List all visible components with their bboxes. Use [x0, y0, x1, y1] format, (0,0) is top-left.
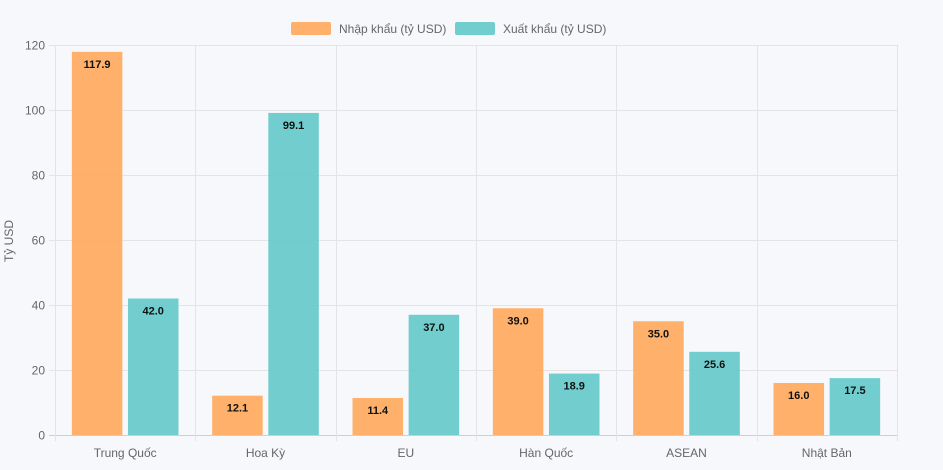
bar-import-eu[interactable] — [352, 397, 404, 435]
bar-export-hoa-ky[interactable] — [268, 112, 319, 436]
y-tick-label: 100 — [25, 104, 45, 118]
y-tick-label: 0 — [38, 429, 45, 443]
legend-swatch-imports[interactable] — [291, 22, 331, 35]
y-tick-label: 20 — [32, 364, 46, 378]
data-label-export-eu: 37.0 — [423, 322, 444, 334]
bar-export-eu[interactable] — [408, 314, 460, 435]
legend-label-imports[interactable]: Nhập khẩu (tỷ USD) — [339, 22, 446, 36]
x-tick-label-nhat-ban: Nhật Bản — [802, 446, 852, 460]
bar-export-nhat-ban[interactable] — [829, 378, 881, 435]
data-label-export-asean: 25.6 — [704, 359, 725, 371]
y-tick-label: 40 — [32, 299, 46, 313]
x-axis-ticks: Trung Quốc Hoa Kỳ EU Hàn Quốc ASEAN Nhật Bản — [94, 446, 852, 460]
y-tick-label: 60 — [32, 234, 46, 248]
legend-swatch-exports[interactable] — [455, 22, 495, 35]
bar-import-hoa-ky[interactable] — [212, 395, 263, 435]
data-label-export-hoa-ky: 99.1 — [283, 120, 304, 132]
data-label-import-eu: 11.4 — [367, 405, 389, 417]
bar-export-asean[interactable] — [689, 351, 740, 435]
y-axis-ticks: 0 20 40 60 80 100 120 — [25, 39, 45, 443]
chart-legend: Nhập khẩu (tỷ USD) Xuất khẩu (tỷ USD) — [291, 22, 606, 36]
data-label-export-trung-quoc: 42.0 — [143, 306, 164, 318]
x-tick-label-hoa-ky: Hoa Kỳ — [246, 446, 285, 460]
y-axis-title: Tỷ USD — [2, 220, 16, 262]
bar-import-han-quoc[interactable] — [492, 308, 544, 435]
data-label-import-hoa-ky: 12.1 — [227, 403, 248, 415]
legend-label-exports[interactable]: Xuất khẩu (tỷ USD) — [503, 22, 606, 36]
y-tick-label: 80 — [32, 169, 46, 183]
bar-import-nhat-ban[interactable] — [773, 383, 825, 435]
x-tick-label-eu: EU — [397, 446, 414, 460]
data-label-import-trung-quoc: 117.9 — [84, 59, 111, 71]
bar-export-trung-quoc[interactable] — [127, 298, 179, 436]
data-label-import-han-quoc: 39.0 — [507, 315, 528, 327]
data-label-import-asean: 35.0 — [648, 328, 669, 340]
x-tick-label-asean: ASEAN — [666, 446, 707, 460]
y-tick-label: 120 — [25, 39, 45, 53]
data-label-import-nhat-ban: 16.0 — [788, 390, 809, 402]
bar-export-han-quoc[interactable] — [548, 373, 600, 435]
grid-lines — [49, 45, 898, 441]
data-label-export-nhat-ban: 17.5 — [844, 385, 865, 397]
x-tick-label-trung-quoc: Trung Quốc — [94, 446, 157, 460]
data-label-export-han-quoc: 18.9 — [564, 381, 585, 393]
bar-series: 117.9 42.0 12.1 99.1 11.4 37.0 39.0 18.9 35.0 25.… — [71, 51, 881, 436]
bar-import-trung-quoc[interactable] — [71, 51, 123, 435]
bar-import-asean[interactable] — [633, 321, 684, 435]
x-tick-label-han-quoc: Hàn Quốc — [519, 446, 573, 460]
